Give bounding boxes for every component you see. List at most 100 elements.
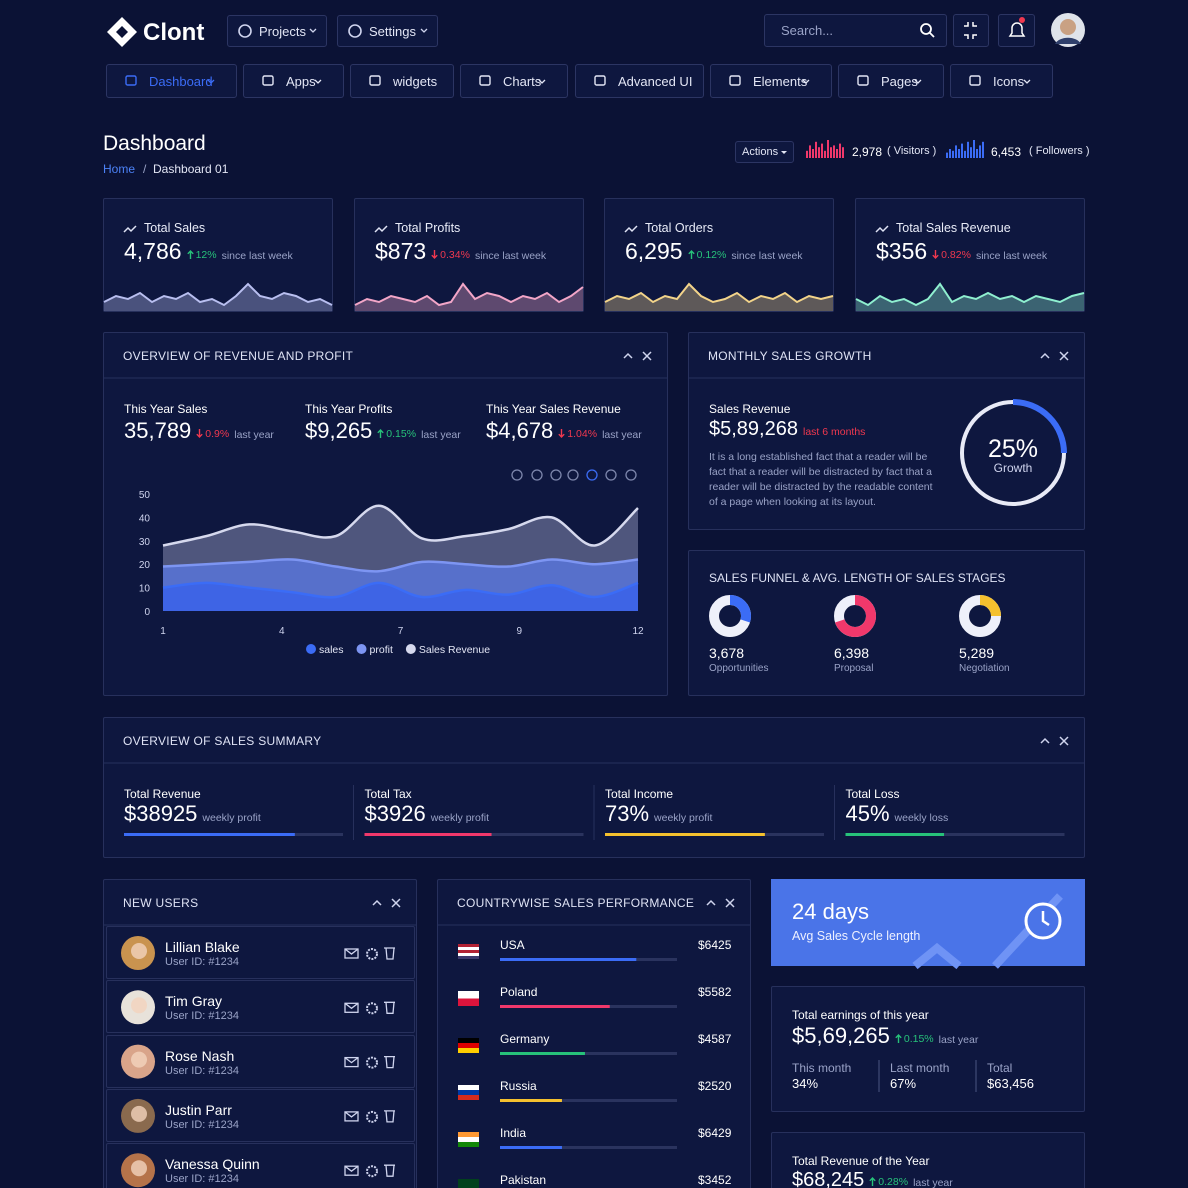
value-row: $3926 weekly profit xyxy=(365,801,490,827)
search-box[interactable] xyxy=(764,14,947,47)
card-icon xyxy=(374,225,388,233)
stat-label: ( Visitors ) xyxy=(887,145,937,157)
user-id: User ID: #1234 xyxy=(165,1064,239,1077)
nav-item[interactable] xyxy=(106,64,237,98)
note: weekly loss xyxy=(894,812,949,824)
card-title: Total Sales Revenue xyxy=(896,221,1011,235)
growth-label: Sales Revenue xyxy=(709,402,791,416)
logo-inner xyxy=(116,26,128,38)
delete-icon xyxy=(384,1164,395,1177)
funnel-value: 5,289 xyxy=(959,645,995,661)
user-row xyxy=(106,1143,415,1188)
value: 4,786 xyxy=(124,238,182,264)
delete-icon xyxy=(384,947,395,960)
mini-bar xyxy=(958,149,960,158)
change-value: 0.28% xyxy=(878,1175,909,1188)
menu-button[interactable] xyxy=(227,15,327,47)
value-row: $68,245 0.28% last year xyxy=(792,1169,953,1188)
breadcrumb-sep: / xyxy=(143,162,147,176)
nav-label: Elements xyxy=(753,74,808,89)
notification-button[interactable] xyxy=(998,14,1035,47)
country-value: $6429 xyxy=(698,1126,732,1140)
area-line xyxy=(162,581,639,599)
funnel-label: Opportunities xyxy=(709,663,769,674)
progress-bar xyxy=(605,833,765,836)
nav-item[interactable] xyxy=(243,64,344,98)
mail-icon xyxy=(344,1002,359,1013)
actions-button[interactable] xyxy=(735,141,794,163)
breadcrumb-home: Home xyxy=(103,162,136,176)
card-title: Total Sales xyxy=(144,221,206,235)
card-title: Total Orders xyxy=(645,221,714,235)
fullscreen-button[interactable] xyxy=(953,14,989,47)
note: last 6 months xyxy=(802,426,866,438)
progress-track xyxy=(500,1146,677,1149)
mini-bar xyxy=(815,141,817,158)
delete-icon xyxy=(384,1110,395,1123)
nav-icon xyxy=(262,75,274,86)
user-id: User ID: #1234 xyxy=(165,956,239,968)
trend-arrow xyxy=(687,250,695,259)
area-line xyxy=(162,504,639,547)
bell-icon xyxy=(1008,22,1026,37)
nav-item[interactable] xyxy=(838,64,944,98)
mail-flap xyxy=(344,948,359,955)
progress-bar xyxy=(500,1005,610,1008)
collapse-icon xyxy=(623,352,633,359)
flag-stripe xyxy=(458,1085,479,1090)
breakdown-value: 34% xyxy=(792,1076,819,1091)
mini-bar xyxy=(809,145,811,158)
change-value: 0.34% xyxy=(440,248,470,261)
nav-item[interactable] xyxy=(575,64,704,98)
menu-button[interactable] xyxy=(337,15,438,47)
country-value: $2520 xyxy=(698,1079,732,1093)
nav-item[interactable] xyxy=(460,64,568,98)
note: since last week xyxy=(221,250,293,262)
panel-title: NEW USERS xyxy=(123,896,199,910)
flag-stripe xyxy=(458,991,479,999)
nav-label: Icons xyxy=(993,74,1025,89)
nav-icon xyxy=(594,75,606,86)
flag-stripe xyxy=(458,998,479,1006)
search-placeholder: Search... xyxy=(781,23,834,38)
year-title: Total Revenue of the Year xyxy=(792,1154,930,1168)
y-tick-label: 50 xyxy=(139,490,151,501)
note: since last week xyxy=(731,250,803,262)
user-id: User ID: #1234 xyxy=(165,1010,239,1023)
user-name: Justin Parr xyxy=(165,1101,232,1118)
card-title: Total Profits xyxy=(395,221,461,235)
nav-item[interactable] xyxy=(950,64,1053,98)
chart-toolbar-icon xyxy=(605,469,617,481)
nav-item[interactable] xyxy=(350,64,454,98)
progress-track xyxy=(845,833,1065,836)
value: 6,295 xyxy=(625,238,683,264)
mini-bar xyxy=(946,152,948,158)
card-icon xyxy=(875,225,889,233)
arrow-shape xyxy=(558,429,566,438)
panel-title: OVERVIEW OF REVENUE AND PROFIT xyxy=(123,349,354,363)
breadcrumb-current: Dashboard 01 xyxy=(153,162,229,176)
nav-label: Advanced UI xyxy=(618,74,693,89)
sparkline-area xyxy=(355,284,583,311)
sparkline-area xyxy=(104,284,332,311)
arrow-shape xyxy=(377,429,385,438)
breakdown-value: $63,456 xyxy=(987,1076,1034,1091)
nav-icon xyxy=(857,75,869,86)
summary-label: Total Loss xyxy=(845,787,900,801)
country-name: Pakistan xyxy=(500,1173,547,1187)
profile-face xyxy=(1060,19,1076,35)
country-value: $4587 xyxy=(698,1032,732,1046)
flag-stripe xyxy=(458,1137,479,1142)
growth-panel xyxy=(688,332,1085,530)
change-value: 0.12% xyxy=(696,248,727,261)
growth-arc xyxy=(1012,399,1067,454)
value-row: 4,786 12% since last week xyxy=(124,238,293,265)
nav-label: Dashboard xyxy=(149,74,213,89)
menu-label: Settings xyxy=(369,24,416,39)
cycle-subtitle: Avg Sales Cycle length xyxy=(792,929,921,943)
metric-label: This Year Sales xyxy=(124,402,208,416)
delete-icon xyxy=(384,1001,395,1014)
country-panel xyxy=(437,879,751,1188)
note: weekly profit xyxy=(654,812,713,824)
